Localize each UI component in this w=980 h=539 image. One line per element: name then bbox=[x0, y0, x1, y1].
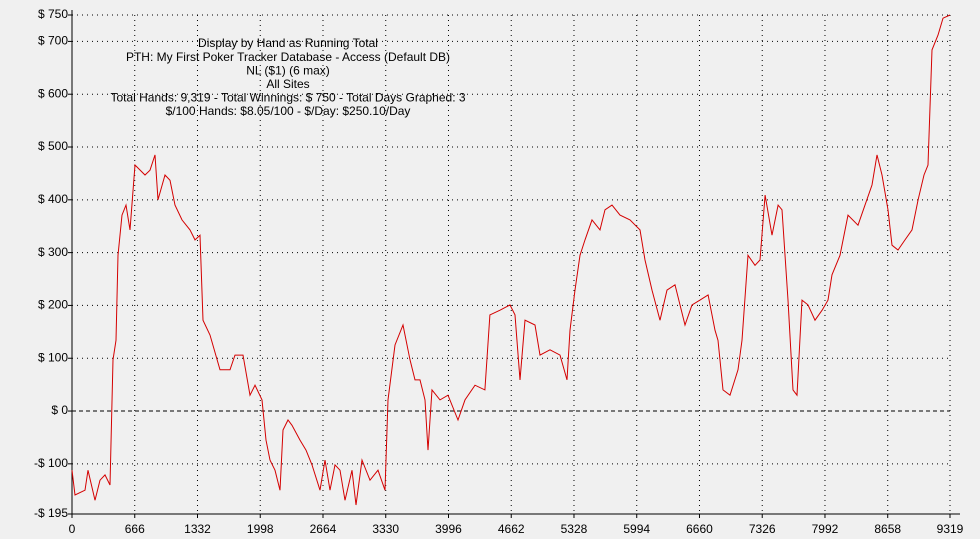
y-tick-label: $ 400 bbox=[38, 192, 68, 206]
x-tick-label: 0 bbox=[69, 522, 76, 536]
x-tick-label: 2664 bbox=[310, 522, 337, 536]
y-tick-label: $ 0 bbox=[51, 403, 68, 417]
annotation: All Sites bbox=[266, 77, 309, 91]
annotation: Display by Hand as Running Total bbox=[198, 36, 378, 50]
y-tick-label: -$ 100 bbox=[34, 456, 68, 470]
y-tick-label: $ 600 bbox=[38, 86, 68, 100]
x-tick-label: 7326 bbox=[749, 522, 776, 536]
annotation: Total Hands: 9,319 - Total Winnings: $ 7… bbox=[110, 91, 465, 105]
data-line bbox=[71, 14, 951, 506]
annotation: NL ($1) (6 max) bbox=[246, 63, 330, 77]
x-tick-label: 9319 bbox=[937, 522, 964, 536]
x-tick-label: 6660 bbox=[686, 522, 713, 536]
x-tick-label: 8658 bbox=[874, 522, 901, 536]
y-tick-label: -$ 195 bbox=[34, 506, 68, 520]
y-tick-label: $ 750 bbox=[38, 7, 68, 21]
x-tick-label: 1998 bbox=[247, 522, 274, 536]
annotation: PTH: My First Poker Tracker Database - A… bbox=[126, 50, 450, 64]
y-tick-label: $ 200 bbox=[38, 298, 68, 312]
x-tick-label: 4662 bbox=[498, 522, 525, 536]
x-tick-label: 666 bbox=[125, 522, 145, 536]
y-tick-label: $ 700 bbox=[38, 34, 68, 48]
annotation: $/100 Hands: $8.05/100 - $/Day: $250.10/… bbox=[166, 104, 411, 118]
x-tick-label: 1332 bbox=[184, 522, 211, 536]
y-tick-label: $ 300 bbox=[38, 245, 68, 259]
x-tick-label: 7992 bbox=[812, 522, 839, 536]
x-tick-label: 3330 bbox=[372, 522, 399, 536]
y-tick-label: $ 100 bbox=[38, 350, 68, 364]
y-tick-label: $ 500 bbox=[38, 139, 68, 153]
x-tick-label: 5994 bbox=[623, 522, 650, 536]
x-tick-label: 5328 bbox=[561, 522, 588, 536]
x-tick-label: 3996 bbox=[435, 522, 462, 536]
